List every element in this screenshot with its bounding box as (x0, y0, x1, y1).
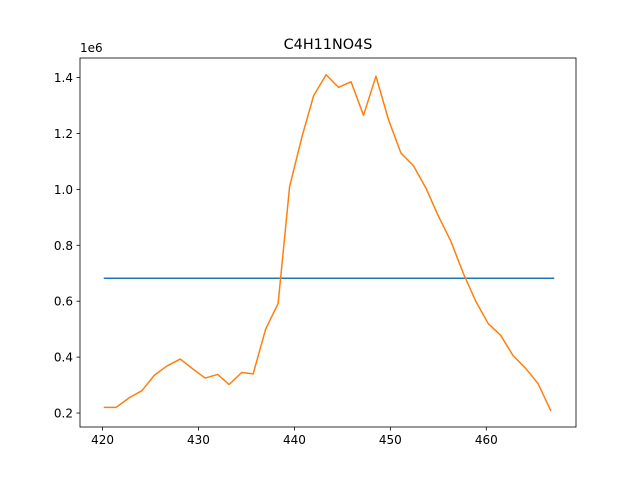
y-tick-label: 0.6 (54, 295, 73, 309)
y-tick-label: 0.8 (54, 239, 73, 253)
series-line-2 (103, 74, 552, 412)
y-tick-label: 0.4 (54, 351, 73, 365)
y-tick-label: 1.4 (54, 71, 73, 85)
x-tick-label: 460 (475, 433, 498, 447)
y-tick-label: 1.2 (54, 127, 73, 141)
y-tick-label: 1.0 (54, 183, 73, 197)
x-tick-label: 420 (91, 433, 114, 447)
plot-frame (79, 57, 577, 428)
x-tick-label: 450 (379, 433, 402, 447)
plot-area (80, 58, 576, 427)
chart-title: C4H11NO4S (284, 37, 373, 53)
y-offset-label: 1e6 (80, 41, 103, 55)
y-axis: 0.2 0.4 0.6 0.8 1.0 1.2 1.4 (54, 71, 80, 421)
series-lines (103, 74, 555, 412)
y-tick-label: 0.2 (54, 407, 73, 421)
x-axis: 420 430 440 450 460 (91, 427, 498, 447)
x-tick-label: 430 (187, 433, 210, 447)
x-tick-label: 440 (283, 433, 306, 447)
